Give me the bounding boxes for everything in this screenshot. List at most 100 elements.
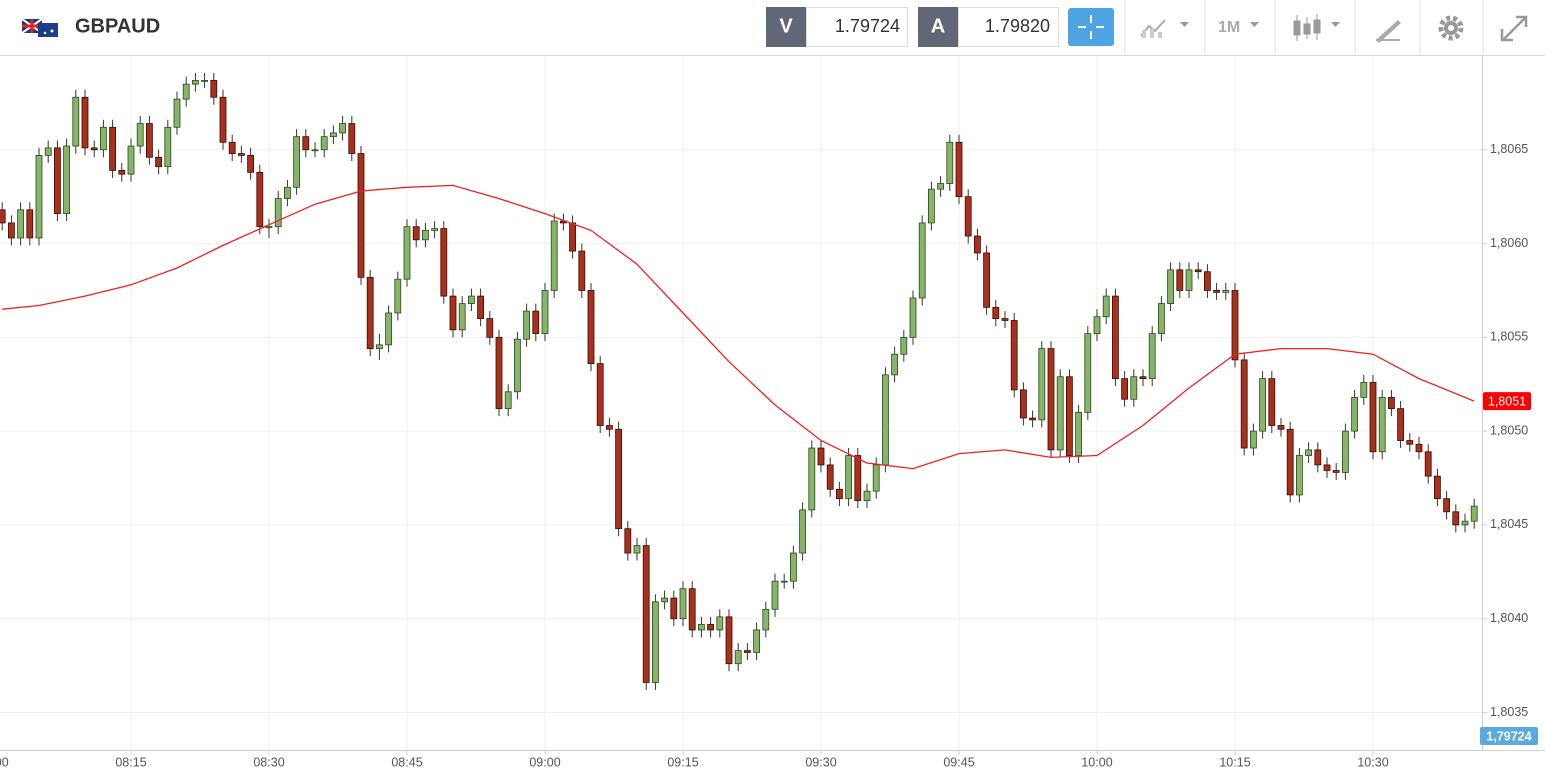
candle-body [1176, 269, 1184, 291]
price-tag [1480, 727, 1538, 745]
candle-style-button[interactable] [1293, 14, 1340, 41]
candle-body [357, 153, 365, 278]
candle-body [1305, 449, 1312, 456]
y-tick-label: 1,8045 [1490, 517, 1528, 531]
axes: 1,8035 1,8040 1,8045 1,8050 1,8055 1,8060 1,80… [0, 142, 1538, 769]
y-tick-label: 1,8050 [1490, 423, 1528, 437]
candle-body [780, 580, 788, 583]
candle-body [1001, 318, 1009, 321]
candle-body [1010, 320, 1018, 391]
candle-body [918, 222, 926, 299]
candle-body [826, 464, 834, 490]
period-button[interactable]: 1M [1218, 19, 1259, 36]
candle-body [1388, 396, 1395, 410]
candle-body [946, 141, 954, 184]
candle-body [1093, 316, 1101, 335]
candle-body [633, 545, 641, 554]
ask-box [958, 7, 1059, 47]
candle-body [744, 650, 751, 653]
candle-body [431, 228, 439, 231]
candle-body [771, 580, 779, 610]
candle-body [1102, 295, 1110, 318]
y-tick-label: 1,8055 [1490, 330, 1528, 344]
x-tick-label: 08:15 [115, 755, 146, 769]
candle-body [228, 141, 236, 154]
bid-button[interactable] [766, 7, 806, 47]
x-tick-label: 09:30 [805, 755, 836, 769]
candle-body [1470, 505, 1478, 522]
candle-body [1194, 269, 1202, 273]
candle-body [1075, 411, 1082, 456]
candle-body [596, 363, 604, 426]
candle-body [0, 209, 6, 224]
candle-body [734, 650, 742, 665]
candle-body [900, 336, 908, 355]
candle-body [790, 552, 797, 582]
candle-body [302, 136, 310, 151]
candle-body [1452, 511, 1460, 526]
candle-body [661, 597, 668, 603]
crosshair-button[interactable] [1068, 8, 1114, 46]
candle-body [477, 295, 485, 319]
candle-body [339, 123, 347, 134]
candle-body [90, 147, 98, 151]
candle-body [587, 290, 595, 365]
candle-body [145, 123, 153, 158]
x-tick-label: 08:30 [253, 755, 284, 769]
candle-body [1360, 381, 1368, 398]
ma-tag-label: 1,8051 [1488, 394, 1526, 408]
candle-body [1167, 269, 1174, 304]
candle-body [1240, 359, 1248, 449]
candle-body [329, 132, 337, 138]
candle-body [366, 276, 374, 350]
candle-body [514, 338, 521, 393]
candle-body [983, 252, 990, 308]
candle-body [974, 235, 981, 254]
candle-body [348, 123, 356, 154]
candle-body [624, 528, 632, 554]
candle-body [642, 545, 650, 683]
fullscreen-button[interactable] [1500, 15, 1528, 42]
candle-body [523, 310, 530, 340]
candle-body [1204, 271, 1211, 291]
draw-button[interactable] [1376, 20, 1401, 43]
candle-body [1222, 290, 1230, 293]
period-label: 1M [1218, 19, 1240, 36]
ask-button[interactable] [918, 7, 958, 47]
candle-body [26, 209, 34, 239]
candle-body [1369, 381, 1377, 453]
chart-type-button[interactable] [1140, 19, 1189, 38]
candle-body [1323, 464, 1331, 471]
candle-body [1231, 290, 1239, 361]
candle-body [293, 136, 301, 188]
candle-body [725, 616, 733, 665]
candle-body [495, 336, 503, 410]
candle-body [1424, 451, 1432, 477]
candle-body [1084, 333, 1092, 413]
candle-body [891, 353, 898, 376]
candle-body [992, 306, 1000, 319]
candle-body [1415, 443, 1423, 453]
settings-button[interactable] [1438, 15, 1464, 41]
candle-body [375, 344, 383, 350]
candle-body [467, 295, 475, 304]
candle-body [385, 312, 393, 346]
candle-body [1286, 428, 1294, 496]
candle-body [1056, 376, 1064, 451]
candle-body [845, 455, 852, 500]
candle-body [1158, 303, 1165, 335]
candle-body [578, 250, 586, 291]
x-tick-label: 10:30 [1357, 755, 1388, 769]
candle-body [1121, 378, 1128, 400]
candle-body [449, 295, 457, 331]
candle-body [247, 155, 255, 173]
candle-body [201, 79, 209, 82]
candle-body [1406, 440, 1414, 445]
candle-body [1139, 376, 1147, 380]
candle-body [164, 126, 172, 168]
candle-body [1342, 430, 1349, 473]
candle-body [440, 228, 448, 297]
candle-body [652, 601, 659, 683]
candle-body [1112, 295, 1119, 380]
